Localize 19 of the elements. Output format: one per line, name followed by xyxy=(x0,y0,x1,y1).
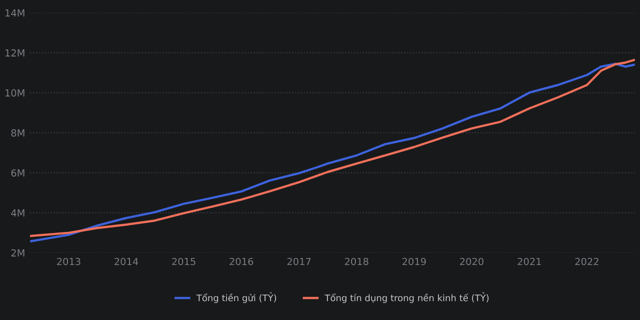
x-tick-label: 2020 xyxy=(460,258,484,266)
legend-label: Tổng tín dụng trong nền kinh tế (TỶ) xyxy=(324,292,489,304)
y-tick-label: 12M xyxy=(6,49,24,56)
y-tick-label: 6M xyxy=(11,169,24,177)
x-tick-label: 2015 xyxy=(172,258,196,266)
legend-label: Tổng tiền gửi (TỶ) xyxy=(196,292,276,304)
x-tick-label: 2022 xyxy=(575,258,598,266)
y-tick-label: 10M xyxy=(6,89,24,97)
x-tick-label: 2014 xyxy=(114,258,138,266)
x-tick-label: 2017 xyxy=(287,258,311,266)
x-tick-label: 2016 xyxy=(230,258,254,266)
y-tick-label: 14M xyxy=(6,9,24,16)
x-tick-label: 2018 xyxy=(344,258,368,266)
x-tick-label: 2013 xyxy=(57,258,80,266)
x-tick-label: 2019 xyxy=(402,258,426,266)
y-tick-label: 2M xyxy=(11,249,24,256)
x-tick-label: 2021 xyxy=(518,258,541,266)
y-tick-label: 8M xyxy=(11,129,24,137)
y-tick-label: 4M xyxy=(11,209,24,216)
